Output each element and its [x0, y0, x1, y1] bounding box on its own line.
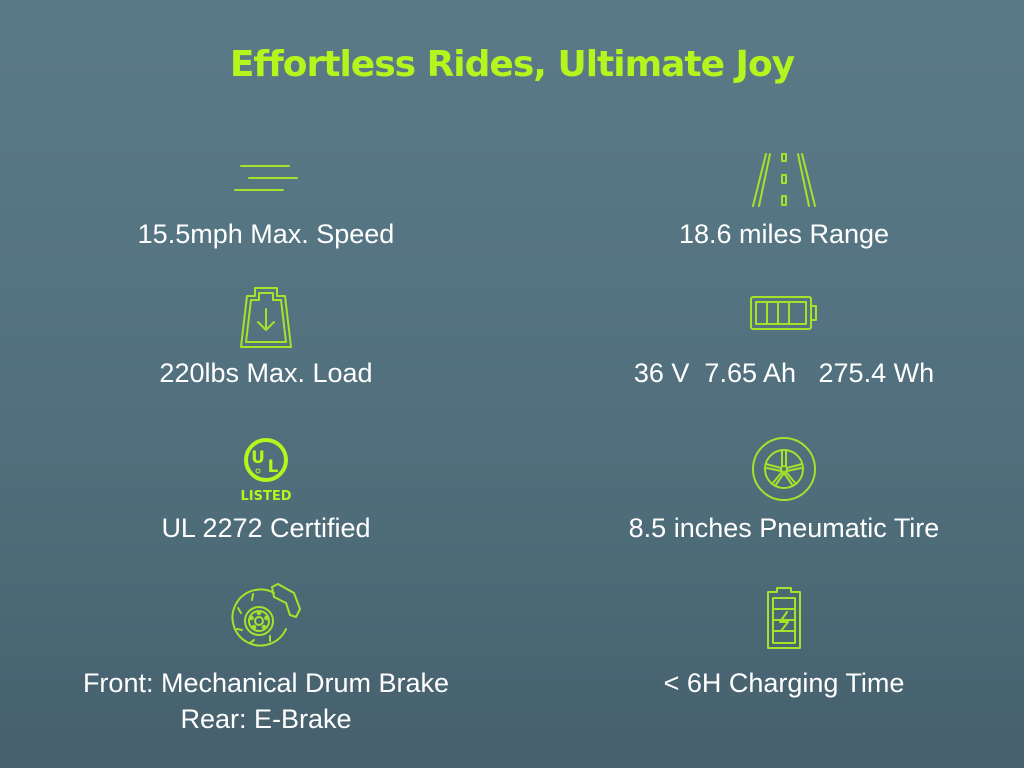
- feature-brake: Front: Mechanical Drum Brake Rear: E-Bra…: [10, 583, 522, 743]
- disc-brake-icon: [226, 583, 306, 649]
- feature-label: 220lbs Max. Load: [159, 358, 373, 388]
- feature-max-load: 220lbs Max. Load: [10, 285, 522, 395]
- feature-label: Front: Mechanical Drum Brake: [82, 668, 450, 698]
- feature-battery: 36 V 7.65 Ah 275.4 Wh: [528, 285, 1024, 395]
- road-icon: [749, 150, 819, 210]
- svg-text:LISTED: LISTED: [240, 489, 291, 504]
- feature-label-secondary: Rear: E-Brake: [180, 704, 352, 734]
- feature-label: 15.5mph Max. Speed: [137, 219, 395, 249]
- feature-range: 18.6 miles Range: [528, 150, 1024, 260]
- feature-label: UL 2272 Certified: [161, 513, 371, 543]
- feature-tire: 8.5 inches Pneumatic Tire: [528, 435, 1024, 545]
- feature-charging-time: < 6H Charging Time: [528, 585, 1024, 698]
- speed-lines-icon: [231, 160, 301, 194]
- feature-label: 8.5 inches Pneumatic Tire: [628, 513, 940, 543]
- battery-icon: [749, 293, 819, 333]
- feature-label: 18.6 miles Range: [678, 219, 890, 249]
- charging-battery-icon: [764, 585, 804, 651]
- svg-text:L: L: [268, 457, 279, 477]
- ul-listed-icon: U L LISTED: [236, 438, 296, 504]
- page-title: Effortless Rides, Ultimate Joy: [229, 44, 795, 85]
- feature-max-speed: 15.5mph Max. Speed: [10, 150, 522, 260]
- weight-load-icon: [236, 285, 296, 351]
- feature-label: < 6H Charging Time: [663, 668, 905, 698]
- feature-label: 36 V 7.65 Ah 275.4 Wh: [633, 358, 935, 388]
- feature-ul-certified: U L LISTED UL 2272 Certified: [10, 438, 522, 548]
- svg-text:U: U: [251, 448, 265, 468]
- tire-icon: [750, 435, 818, 503]
